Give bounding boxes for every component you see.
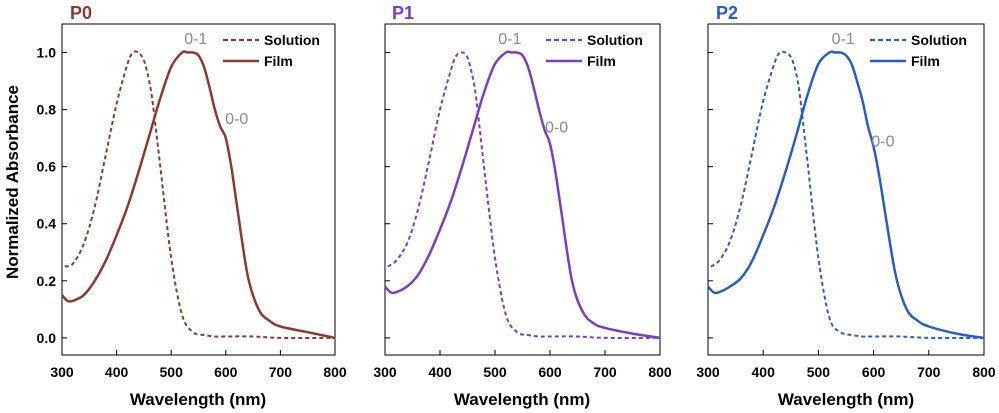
x-tick-label: 400 [105, 364, 129, 380]
plot-frame [61, 23, 336, 356]
series-group [384, 50, 661, 340]
x-tick-label: 500 [483, 364, 507, 380]
annotation-0-0: 0-0 [545, 119, 568, 136]
x-tick-label: 700 [269, 364, 293, 380]
x-tick-label: 600 [862, 364, 886, 380]
annotation-0-1: 0-1 [184, 31, 207, 48]
y-ticks [385, 52, 390, 339]
x-tick-label: 800 [972, 364, 996, 380]
y-tick-label: 0.6 [37, 159, 57, 175]
x-tick-label: 400 [428, 364, 452, 380]
legend-label-film: Film [264, 53, 293, 69]
panel-p2: P2 300 400 500 600 700 800 Solution Film 0-1 … [696, 3, 996, 409]
y-tick-label: 1.0 [37, 45, 57, 61]
legend-label-film: Film [911, 53, 940, 69]
series-line-film [61, 50, 336, 340]
x-tick-label: 800 [323, 364, 347, 380]
y-tick-label: 0.0 [37, 330, 57, 346]
x-ticks: 300 400 500 600 700 800 [696, 350, 996, 380]
plot-frame [707, 23, 985, 356]
panel-title: P0 [70, 3, 92, 23]
y-axis-label: Normalized Absorbance [3, 85, 22, 279]
legend-label-film: Film [587, 53, 616, 69]
annotation-0-1: 0-1 [832, 31, 855, 48]
series-group [707, 50, 985, 340]
y-tick-label: 0.8 [37, 102, 57, 118]
y-tick-label: 0.2 [37, 273, 57, 289]
x-tick-label: 700 [593, 364, 617, 380]
x-axis-label: Wavelength (nm) [454, 390, 590, 409]
x-axis-label: Wavelength (nm) [130, 390, 266, 409]
x-tick-label: 600 [538, 364, 562, 380]
legend: Solution Film [870, 32, 967, 69]
panel-p1: P1 300 400 500 600 700 800 Solution Film 0-1 … [373, 3, 672, 409]
series-line-film [384, 50, 661, 340]
y-tick-label: 0.4 [37, 216, 57, 232]
x-tick-label: 500 [807, 364, 831, 380]
y-ticks: 0.0 0.2 0.4 0.6 0.8 1.0 [37, 45, 67, 346]
x-ticks: 300 400 500 600 700 800 [373, 350, 672, 380]
annotation-0-1: 0-1 [498, 31, 521, 48]
y-ticks [708, 52, 713, 339]
panel-p0: P0 0.0 0.2 0.4 0.6 0.8 1.0 300 400 500 600 700 800… [37, 3, 347, 409]
legend-label-solution: Solution [587, 32, 643, 48]
x-axis-label: Wavelength (nm) [778, 390, 914, 409]
x-tick-label: 500 [160, 364, 184, 380]
legend: Solution Film [546, 32, 643, 69]
panel-title: P1 [392, 3, 414, 23]
annotation-0-0: 0-0 [871, 134, 894, 151]
series-line-solution [710, 50, 985, 339]
x-tick-label: 400 [752, 364, 776, 380]
plot-frame [384, 23, 661, 356]
legend-label-solution: Solution [911, 32, 967, 48]
panel-title: P2 [716, 3, 738, 23]
series-line-film [707, 50, 985, 340]
x-tick-label: 300 [50, 364, 74, 380]
annotation-0-0: 0-0 [225, 111, 248, 128]
series-line-solution [387, 51, 661, 339]
legend-label-solution: Solution [264, 32, 320, 48]
series-line-solution [64, 50, 336, 339]
x-tick-label: 600 [214, 364, 238, 380]
x-tick-label: 700 [917, 364, 941, 380]
x-tick-label: 800 [648, 364, 672, 380]
legend: Solution Film [223, 32, 320, 69]
series-group [61, 50, 336, 340]
x-ticks: 300 400 500 600 700 800 [50, 350, 347, 380]
x-tick-label: 300 [373, 364, 397, 380]
x-tick-label: 300 [696, 364, 720, 380]
